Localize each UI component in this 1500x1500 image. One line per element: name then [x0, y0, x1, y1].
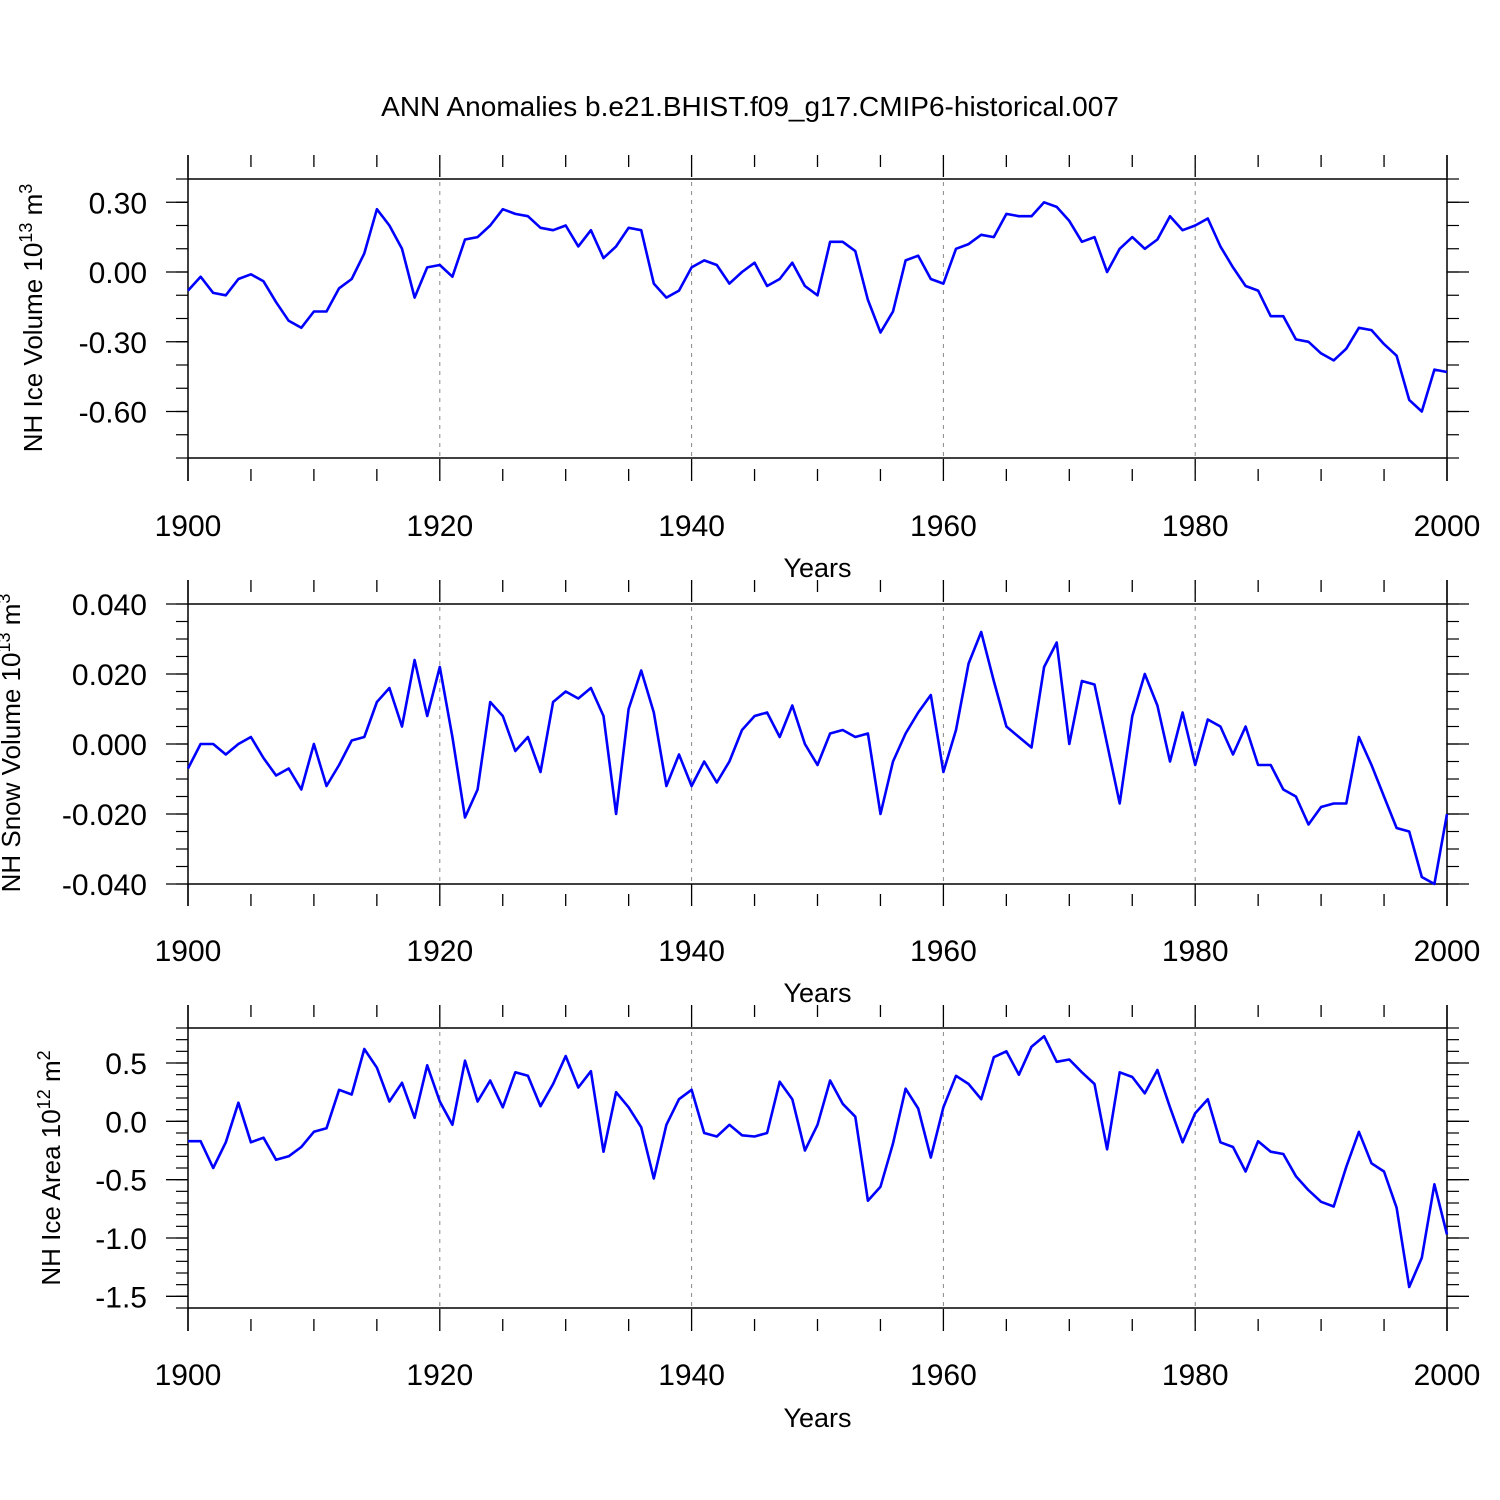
snow-volume-y-tick-label: -0.020: [62, 799, 147, 832]
ice-volume-y-tick-label: -0.30: [79, 327, 147, 360]
snow-volume-y-tick-label: 0.020: [72, 659, 147, 692]
snow-volume-x-tick-label: 1940: [658, 935, 725, 968]
ice-area-y-tick-label: 0.5: [105, 1048, 147, 1081]
figure-title: ANN Anomalies b.e21.BHIST.f09_g17.CMIP6-…: [381, 91, 1119, 122]
snow-volume-y-axis-title: NH Snow Volume 1013 m3: [0, 594, 26, 893]
snow-volume-x-axis-title: Years: [783, 978, 851, 1008]
snow-volume-x-tick-label: 1920: [406, 935, 473, 968]
ice-volume-x-tick-label: 1920: [406, 510, 473, 543]
ice-volume-x-tick-label: 1940: [658, 510, 725, 543]
snow-volume-y-tick-label: 0.040: [72, 589, 147, 622]
ice-volume-x-tick-label: 1960: [910, 510, 977, 543]
snow-volume-y-tick-label: 0.000: [72, 729, 147, 762]
snow-volume-series-line: [186, 630, 1449, 886]
ice-area-x-tick-label: 1980: [1162, 1359, 1229, 1392]
ice-volume-x-tick-label: 1900: [155, 510, 222, 543]
ice-volume-y-tick-label: 0.00: [89, 257, 147, 290]
ice-area-x-tick-label: 1960: [910, 1359, 977, 1392]
snow-volume-x-tick-label: 1960: [910, 935, 977, 968]
snow-volume-y-tick-label: -0.040: [62, 869, 147, 902]
ice-volume-y-tick-label: -0.60: [79, 397, 147, 430]
ice-area-x-tick-label: 1940: [658, 1359, 725, 1392]
ice-area-x-axis-title: Years: [783, 1403, 851, 1433]
ice-area-series-line: [188, 1034, 1449, 1289]
ice-area-panel: -1.5 -1.0 -0.5 0.0 0.5 1900 1920 1940 1960 1980 20…: [34, 1005, 1480, 1433]
ice-area-x-tick-label: 2000: [1414, 1359, 1481, 1392]
snow-volume-x-tick-label: 1900: [155, 935, 222, 968]
ice-area-y-axis-title: NH Ice Area 1012 m2: [34, 1050, 66, 1285]
ice-volume-panel: -0.60 -0.30 0.00 0.30 1900 1920 1940 1960 1980 20…: [16, 155, 1480, 583]
ice-area-y-tick-label: -0.5: [95, 1165, 147, 1198]
snow-volume-panel: -0.040 -0.020 0.000 0.020 0.040 1900 1920 1940 1…: [0, 580, 1480, 1008]
ice-area-x-tick-label: 1920: [406, 1359, 473, 1392]
snow-volume-x-tick-label: 2000: [1414, 935, 1481, 968]
ice-area-y-tick-label: -1.0: [95, 1223, 147, 1256]
snow-volume-x-tick-label: 1980: [1162, 935, 1229, 968]
ice-volume-x-axis-title: Years: [783, 553, 851, 583]
ice-volume-series-line: [187, 201, 1448, 413]
ice-volume-y-tick-label: 0.30: [89, 187, 147, 220]
ice-area-y-tick-label: 0.0: [105, 1106, 147, 1139]
ice-area-y-tick-label: -1.5: [95, 1281, 147, 1314]
ice-area-x-tick-label: 1900: [155, 1359, 222, 1392]
ice-volume-x-tick-label: 2000: [1414, 510, 1481, 543]
ice-volume-x-tick-label: 1980: [1162, 510, 1229, 543]
ice-volume-y-axis-title: NH Ice Volume 1013 m3: [16, 184, 48, 453]
